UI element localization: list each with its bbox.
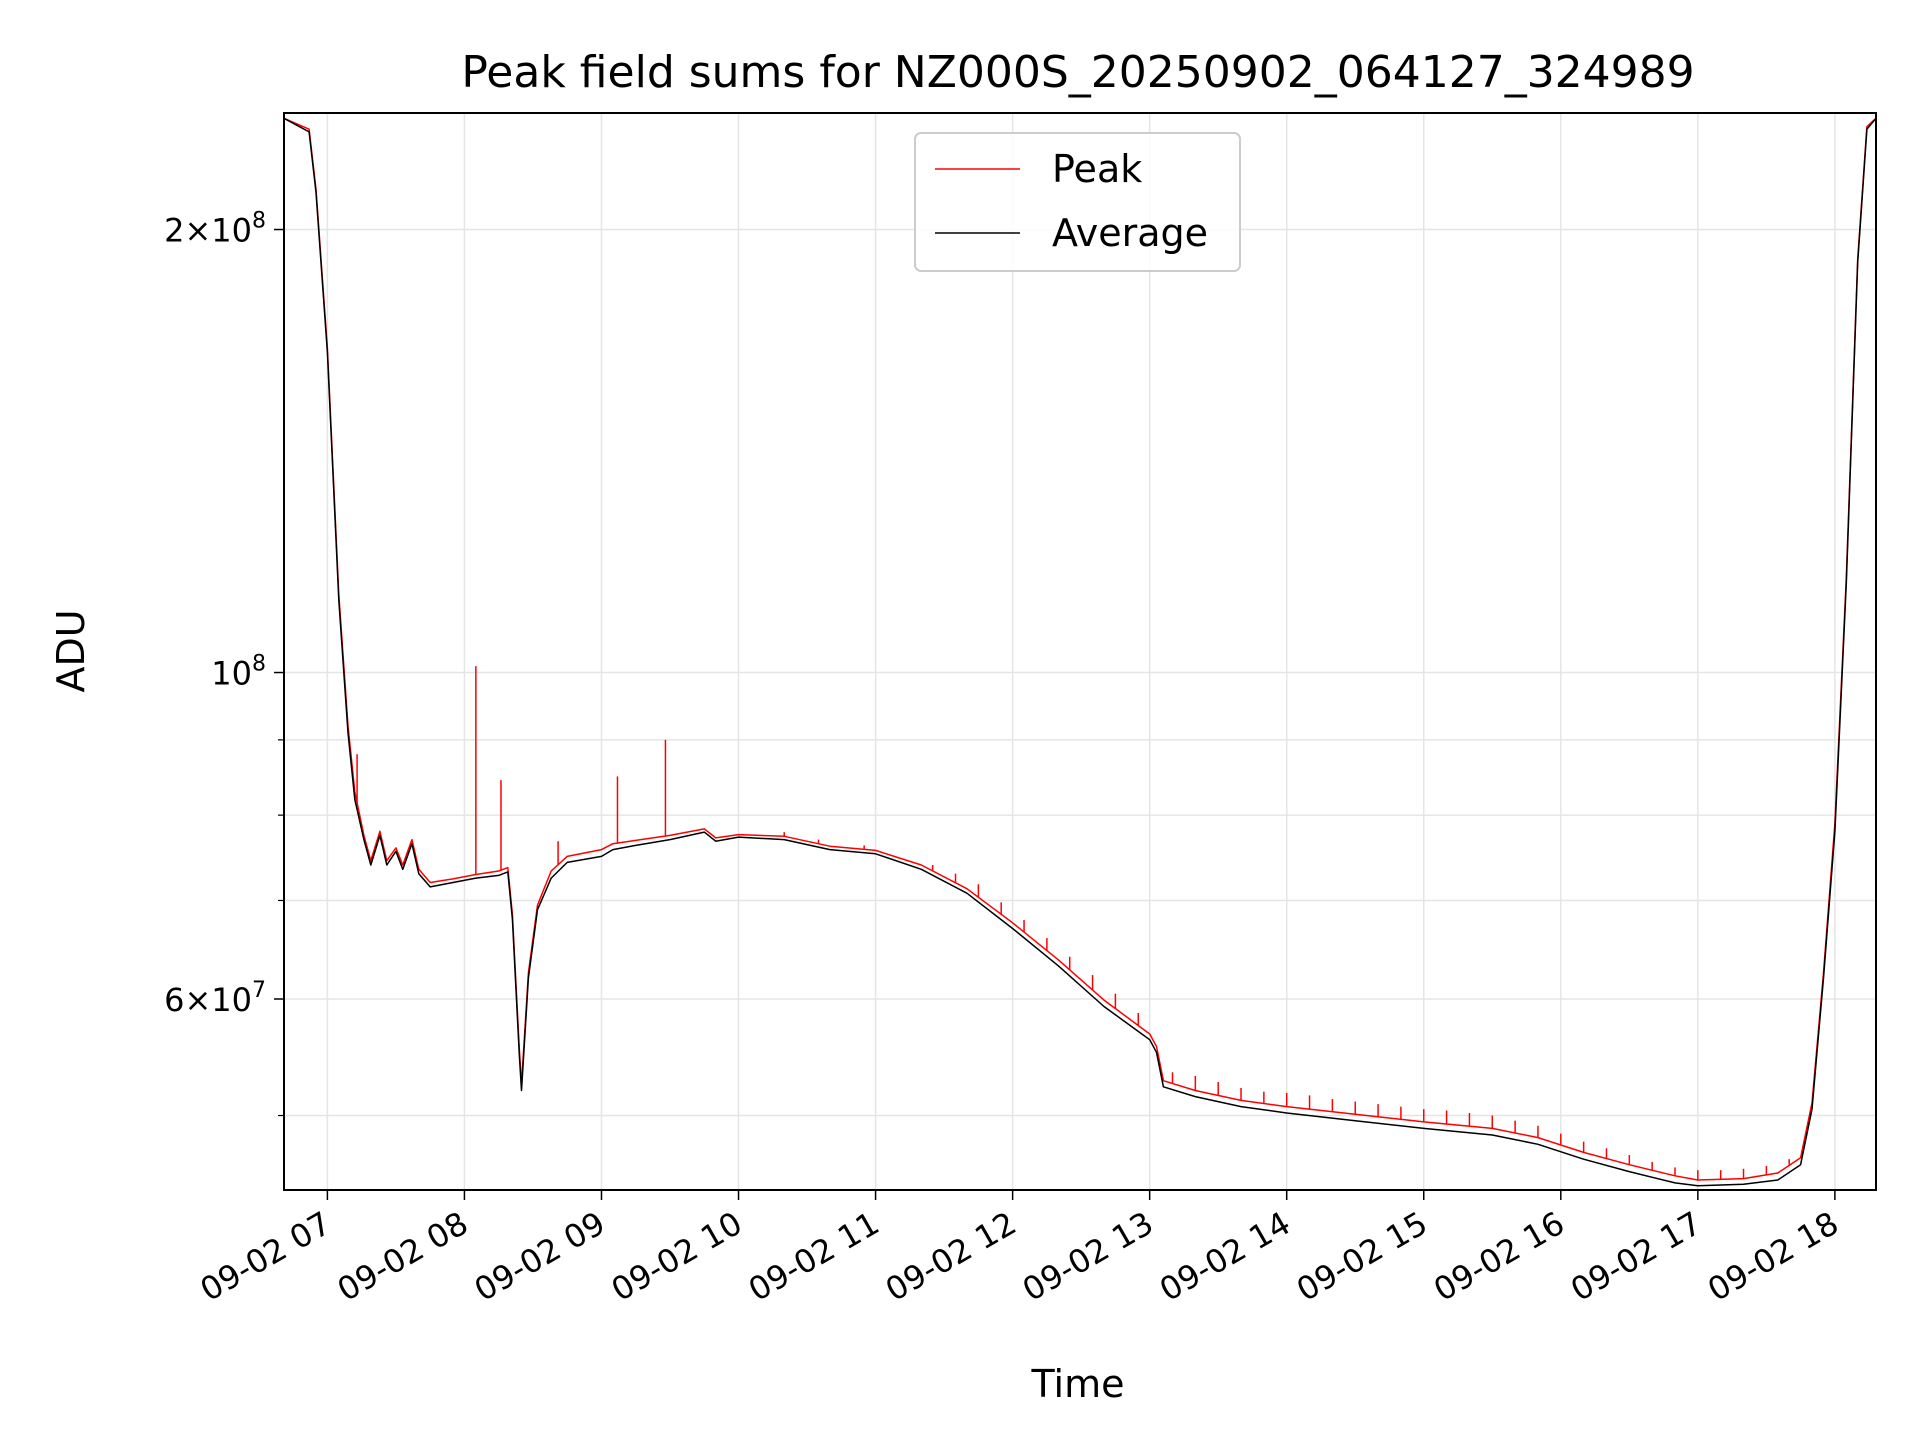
chart-title: Peak field sums for NZ000S_20250902_0641…	[461, 47, 1694, 98]
y-tick-label-exponent: 8	[252, 209, 266, 234]
series-layer	[283, 117, 1877, 1187]
y-tick-label: 6×107	[164, 978, 266, 1019]
plot-frame	[283, 112, 1877, 1191]
y-tick-label: 108	[211, 652, 266, 693]
peak-series-line	[283, 117, 1877, 1181]
average-series-line	[283, 117, 1877, 1187]
y-tick-label-exponent: 8	[252, 652, 266, 677]
legend-average-label: Average	[1052, 211, 1208, 255]
y-tick-label-base: 2×10	[164, 212, 252, 250]
y-tick-label-exponent: 7	[252, 978, 266, 1003]
y-tick-label-base: 6×10	[164, 981, 252, 1019]
legend-peak-label: Peak	[1052, 147, 1142, 191]
x-axis-label: Time	[1031, 1362, 1125, 1406]
y-tick-label: 2×108	[164, 209, 266, 250]
legend: Peak Average	[914, 132, 1241, 272]
legend-box	[914, 132, 1241, 272]
y-tick-label-base: 10	[211, 655, 252, 693]
y-axis-label: ADU	[49, 609, 93, 692]
